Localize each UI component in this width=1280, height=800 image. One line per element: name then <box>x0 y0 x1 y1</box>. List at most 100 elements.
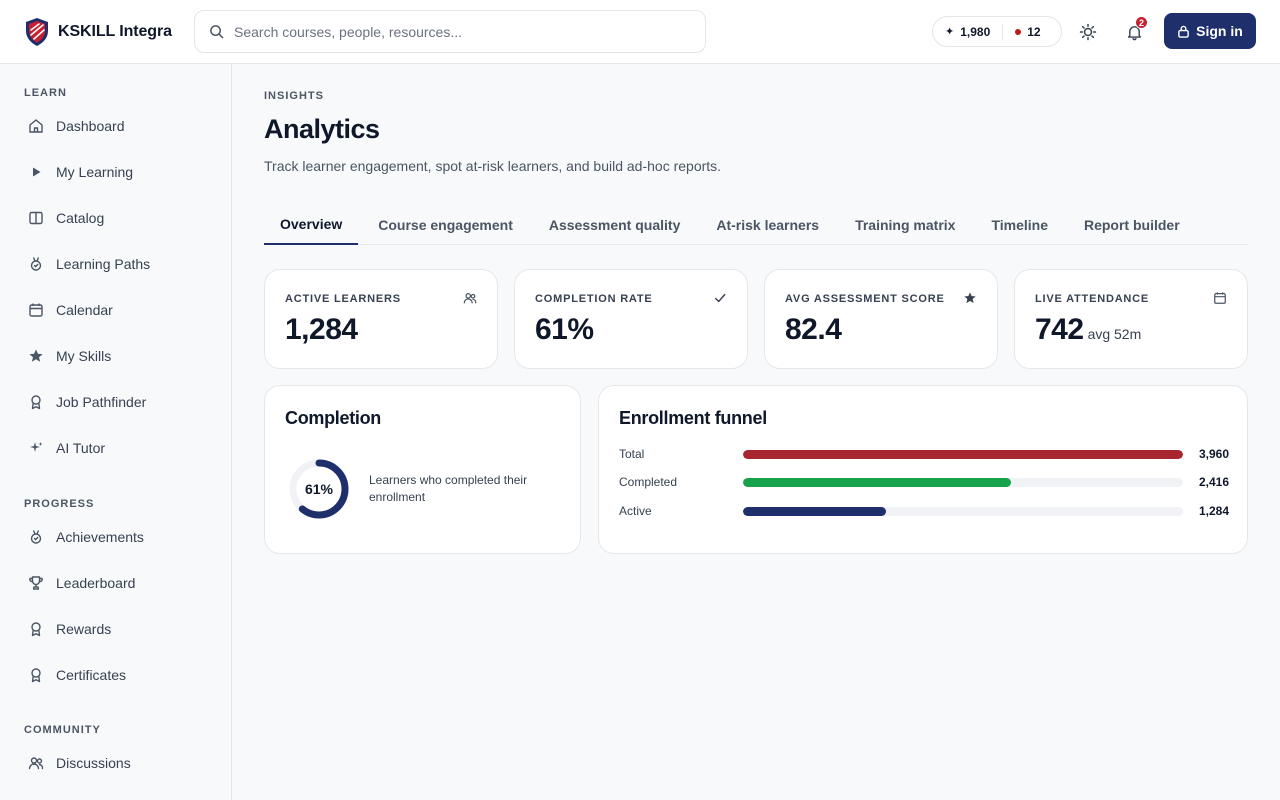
main-content: INSIGHTS Analytics Track learner engagem… <box>232 64 1280 800</box>
sidebar-item-my-learning[interactable]: My Learning <box>16 154 216 190</box>
sidebar-item-label: Catalog <box>56 210 105 226</box>
calendar-icon <box>1214 292 1226 304</box>
page-subtitle: Track learner engagement, spot at-risk l… <box>264 158 722 174</box>
notifications-button[interactable]: 2 <box>1120 16 1148 46</box>
funnel-label: Completed <box>619 475 678 489</box>
funnel-value: 3,960 <box>1198 447 1229 461</box>
funnel-label: Total <box>619 447 645 461</box>
lock-icon <box>1178 25 1189 38</box>
kpi-number: 82.4 <box>785 313 842 346</box>
funnel-value: 1,284 <box>1198 504 1229 518</box>
kpi-label: LIVE ATTENDANCE <box>1035 293 1150 305</box>
theme-toggle-button[interactable] <box>1074 18 1102 46</box>
sidebar-item-label: AI Tutor <box>56 440 106 456</box>
medal-icon <box>30 257 42 271</box>
kpi-label: AVG ASSESSMENT SCORE <box>785 293 945 305</box>
kpi-suffix: avg 52m <box>1087 326 1142 342</box>
page-title: Analytics <box>264 114 380 144</box>
completion-card: Completion 61% Learners who completed th… <box>264 385 581 554</box>
sidebar-item-label: Rewards <box>56 621 112 637</box>
sidebar-item-calendar[interactable]: Calendar <box>16 292 216 328</box>
kpi-value: 742 avg 52m <box>1035 313 1141 347</box>
star-icon <box>964 292 976 304</box>
funnel-bar-completed <box>743 478 1012 487</box>
sidebar-section-title: PROGRESS <box>24 498 95 510</box>
search-input[interactable] <box>234 23 674 40</box>
star-icon <box>29 349 43 362</box>
sidebar-item-ai-tutor[interactable]: AI Tutor <box>16 430 216 466</box>
sidebar-item-discussions[interactable]: Discussions <box>16 745 216 781</box>
kpi-value: 82.4 <box>785 313 842 347</box>
tab-timeline[interactable]: Timeline <box>991 216 1048 233</box>
kpi-value: 1,284 <box>285 313 358 347</box>
sidebar-item-learning-paths[interactable]: Learning Paths <box>16 246 216 282</box>
tab-at-risk-learners[interactable]: At-risk learners <box>716 216 820 233</box>
sidebar-item-label: My Learning <box>56 164 134 180</box>
funnel-row-completed: Completed 2,416 <box>619 473 1229 491</box>
search-icon <box>210 25 224 39</box>
sidebar-item-dashboard[interactable]: Dashboard <box>16 108 216 144</box>
users-icon <box>28 757 44 770</box>
kpi-card-active-learners: ACTIVE LEARNERS 1,284 <box>264 269 498 369</box>
sidebar-item-catalog[interactable]: Catalog <box>16 200 216 236</box>
brand-name: KSKILL Integra <box>58 23 172 40</box>
sidebar-section-title: COMMUNITY <box>24 724 101 736</box>
sidebar-item-label: Leaderboard <box>56 575 136 591</box>
sign-in-button[interactable]: Sign in <box>1164 13 1256 49</box>
kpi-number: 61% <box>535 313 594 346</box>
users-icon <box>463 293 477 304</box>
sidebar-item-label: Certificates <box>56 667 127 683</box>
book-icon <box>29 211 43 225</box>
sidebar-item-rewards[interactable]: Rewards <box>16 611 216 647</box>
card-title: Enrollment funnel <box>619 408 767 428</box>
brand[interactable]: KSKILL Integra <box>24 16 172 48</box>
search-box[interactable] <box>194 10 706 53</box>
sidebar-item-certificates[interactable]: Certificates <box>16 657 216 693</box>
sidebar-item-label: Calendar <box>56 302 113 318</box>
top-bar: KSKILL Integra ✦ 1,980 12 2 Sign in <box>0 0 1280 64</box>
tab-report-builder[interactable]: Report builder <box>1083 216 1180 233</box>
sparkle-icon: ✦ <box>945 26 955 38</box>
calendar-icon <box>29 303 43 317</box>
tab-overview[interactable]: Overview <box>264 204 359 245</box>
points-streak-pill[interactable]: ✦ 1,980 12 <box>932 16 1062 47</box>
kpi-label: COMPLETION RATE <box>535 293 653 305</box>
funnel-bar-total <box>743 450 1183 459</box>
ribbon-icon <box>31 668 41 683</box>
sidebar-item-job-pathfinder[interactable]: Job Pathfinder <box>16 384 216 420</box>
funnel-row-total: Total 3,960 <box>619 445 1229 463</box>
tab-assessment-quality[interactable]: Assessment quality <box>548 216 681 233</box>
shield-logo-icon <box>26 18 48 46</box>
funnel-label: Active <box>619 504 652 518</box>
tab-training-matrix[interactable]: Training matrix <box>855 216 956 233</box>
donut-percent-label: 61% <box>304 481 334 497</box>
card-title: Completion <box>285 408 381 428</box>
funnel-track <box>743 507 1183 516</box>
play-icon <box>33 167 41 177</box>
sidebar: LEARN Dashboard My Learning Catalog Lear… <box>0 64 232 800</box>
kpi-card-live-attendance: LIVE ATTENDANCE 742 avg 52m <box>1014 269 1248 369</box>
sidebar-section-title: LEARN <box>24 87 67 99</box>
enrollment-funnel-card: Enrollment funnel Total 3,960 Completed … <box>598 385 1248 554</box>
sidebar-item-label: Learning Paths <box>56 256 151 272</box>
sidebar-item-label: Achievements <box>56 529 144 545</box>
sidebar-item-label: Discussions <box>56 755 131 771</box>
donut-progress-arc <box>289 459 349 519</box>
sign-in-label: Sign in <box>1196 23 1243 39</box>
sparkle-icon <box>30 442 43 452</box>
sidebar-item-leaderboard[interactable]: Leaderboard <box>16 565 216 601</box>
kpi-card-avg-assessment-score: AVG ASSESSMENT SCORE 82.4 <box>764 269 998 369</box>
sidebar-item-my-skills[interactable]: My Skills <box>16 338 216 374</box>
kpi-number: 1,284 <box>285 313 358 346</box>
sidebar-item-label: Dashboard <box>56 118 125 134</box>
sidebar-item-achievements[interactable]: Achievements <box>16 519 216 555</box>
tab-course-engagement[interactable]: Course engagement <box>378 216 513 233</box>
funnel-track <box>743 478 1183 487</box>
funnel-row-active: Active 1,284 <box>619 502 1229 520</box>
check-icon <box>714 293 726 303</box>
ribbon-icon <box>31 622 41 637</box>
sidebar-item-label: Job Pathfinder <box>56 394 147 410</box>
points-count: 1,980 <box>960 24 991 39</box>
sidebar-item-label: My Skills <box>56 348 112 364</box>
flame-icon <box>1015 28 1022 35</box>
